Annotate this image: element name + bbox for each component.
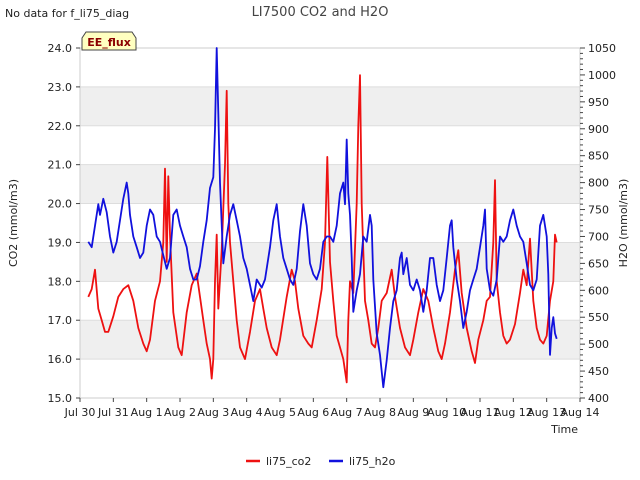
y-axis-right-label: H2O (mmol/m3) xyxy=(617,179,630,268)
y-left-tick-label: 19.0 xyxy=(48,236,73,249)
y-axis-left-label: CO2 (mmol/m3) xyxy=(7,179,20,267)
y-right-tick-label: 400 xyxy=(588,392,609,405)
badge-shape xyxy=(81,31,137,51)
x-tick-label: Aug 12 xyxy=(494,406,533,419)
y-right-tick-label: 900 xyxy=(588,123,609,136)
y-left-tick-label: 24.0 xyxy=(48,42,73,55)
x-tick-label: Aug 9 xyxy=(397,406,429,419)
y-left-tick-label: 17.0 xyxy=(48,314,73,327)
x-tick-label: Aug 1 xyxy=(131,406,163,419)
background-band xyxy=(80,320,580,360)
y-right-tick-label: 1050 xyxy=(588,42,616,55)
series-layer xyxy=(87,47,558,389)
x-tick-label: Aug 11 xyxy=(461,406,500,419)
x-tick-label: Aug 8 xyxy=(364,406,396,419)
y-left-tick-label: 20.0 xyxy=(48,198,73,211)
y-right-tick-label: 1000 xyxy=(588,69,616,82)
y-right-tick-label: 600 xyxy=(588,284,609,297)
x-tick-label: Jul 30 xyxy=(64,406,96,419)
y-left-tick-label: 16.0 xyxy=(48,353,73,366)
plot-frame xyxy=(79,47,581,399)
y-left-tick-label: 22.0 xyxy=(48,120,73,133)
ee-flux-badge: EE_flux xyxy=(81,31,137,51)
x-tick-label: Aug 3 xyxy=(197,406,229,419)
chart-title: LI7500 CO2 and H2O xyxy=(252,5,389,20)
x-axis-label: Time xyxy=(550,423,578,436)
y-right-tick-label: 850 xyxy=(588,150,609,163)
badge-label: EE_flux xyxy=(87,36,131,49)
y-right-tick-label: 750 xyxy=(588,204,609,217)
background-band xyxy=(80,164,580,204)
legend-label-co2: li75_co2 xyxy=(266,455,311,468)
x-tick-label: Aug 13 xyxy=(527,406,566,419)
no-data-note: No data for f_li75_diag xyxy=(5,7,129,20)
x-tick-label: Jul 31 xyxy=(97,406,129,419)
x-tick-label: Aug 4 xyxy=(231,406,263,419)
legend-label-h2o: li75_h2o xyxy=(349,455,396,468)
y-right-tick-label: 650 xyxy=(588,257,609,270)
y-left-tick-label: 18.0 xyxy=(48,275,73,288)
y-right-tick-label: 800 xyxy=(588,177,609,190)
x-tick-label: Aug 7 xyxy=(331,406,363,419)
y-right-tick-label: 500 xyxy=(588,338,609,351)
x-tick-label: Aug 2 xyxy=(164,406,196,419)
axes: 15.0 16.0 17.0 18.0 19.0 20.0 21.0 22.0 23.0 24.0… xyxy=(48,42,617,419)
series-line-li75_co2 xyxy=(87,74,558,384)
x-tick-label: Aug 5 xyxy=(264,406,296,419)
y-right-tick-label: 950 xyxy=(588,96,609,109)
y-right-tick-label: 700 xyxy=(588,230,609,243)
series-line-li75_h2o xyxy=(87,47,558,389)
y-right-tick-label: 550 xyxy=(588,311,609,324)
legend: li75_co2 li75_h2o xyxy=(246,455,396,468)
background-band xyxy=(80,86,580,126)
x-tick-label: Aug 14 xyxy=(561,406,600,419)
y-left-tick-label: 23.0 xyxy=(48,81,73,94)
y-left-tick-label: 21.0 xyxy=(48,159,73,172)
x-tick-label: Aug 10 xyxy=(427,406,466,419)
y-right-tick-label: 450 xyxy=(588,365,609,378)
x-tick-label: Aug 6 xyxy=(297,406,329,419)
y-left-tick-label: 15.0 xyxy=(48,392,73,405)
